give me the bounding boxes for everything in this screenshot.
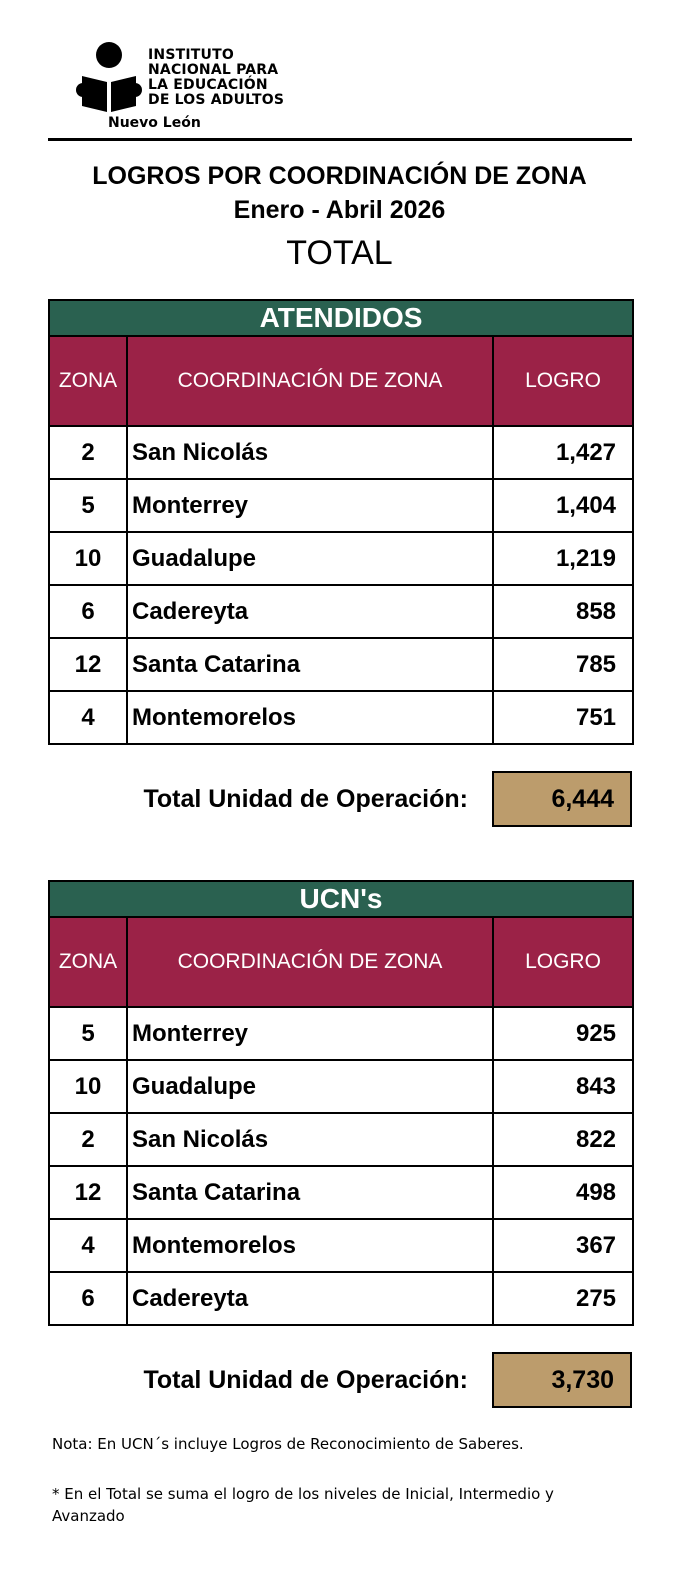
coordinacion-cell: San Nicolás (126, 425, 494, 480)
coordinacion-cell: Santa Catarina (126, 1165, 494, 1220)
zona-cell: 12 (48, 1165, 128, 1220)
coordinacion-cell: San Nicolás (126, 1112, 494, 1167)
header-divider (48, 138, 632, 141)
reader-logo-icon (76, 42, 142, 112)
logro-cell: 275 (491, 1271, 635, 1326)
table-row: 4 Montemorelos 751 (48, 690, 635, 745)
table-row: 5 Monterrey 925 (48, 1006, 635, 1061)
coordinacion-cell: Monterrey (126, 1006, 494, 1061)
table-row: 2 San Nicolás 1,427 (48, 425, 635, 480)
zona-cell: 2 (48, 425, 128, 480)
table-row: 2 San Nicolás 822 (48, 1112, 635, 1167)
logro-cell: 498 (491, 1165, 635, 1220)
note-ucn: Nota: En UCN´s incluye Logros de Reconoc… (52, 1435, 524, 1453)
note-total: * En el Total se suma el logro de los ni… (52, 1485, 554, 1525)
table-row: 6 Cadereyta 858 (48, 584, 635, 639)
col-header-coordinacion: COORDINACIÓN DE ZONA (126, 916, 494, 1008)
zona-cell: 6 (48, 1271, 128, 1326)
coordinacion-cell: Cadereyta (126, 584, 494, 639)
logro-cell: 1,427 (491, 425, 635, 480)
logo-line: NACIONAL PARA (148, 62, 279, 78)
coordinacion-cell: Montemorelos (126, 690, 494, 745)
logo-line: LA EDUCACIÓN (148, 77, 268, 93)
table-row: 6 Cadereyta 275 (48, 1271, 635, 1326)
col-header-logro: LOGRO (491, 335, 635, 427)
zona-cell: 10 (48, 531, 128, 586)
table-row: 10 Guadalupe 843 (48, 1059, 635, 1114)
logro-cell: 843 (491, 1059, 635, 1114)
col-header-zona: ZONA (48, 335, 128, 427)
total-label: Total Unidad de Operación: (143, 1366, 468, 1394)
page-subtitle: TOTAL (286, 234, 393, 272)
col-header-zona: ZONA (48, 916, 128, 1008)
table-row: 12 Santa Catarina 498 (48, 1165, 635, 1220)
atendidos-table: ATENDIDOS ZONA COORDINACIÓN DE ZONA LOGR… (47, 299, 635, 745)
coordinacion-cell: Monterrey (126, 478, 494, 533)
logro-cell: 1,404 (491, 478, 635, 533)
table-row: 10 Guadalupe 1,219 (48, 531, 635, 586)
coordinacion-cell: Santa Catarina (126, 637, 494, 692)
logo-state: Nuevo León (108, 115, 201, 131)
ucns-table: UCN's ZONA COORDINACIÓN DE ZONA LOGRO 5 … (47, 880, 635, 1326)
page-title: LOGROS POR COORDINACIÓN DE ZONA (92, 162, 587, 190)
atendidos-total: Total Unidad de Operación: 6,444 (48, 771, 632, 827)
zona-cell: 4 (48, 1218, 128, 1273)
table-title: UCN's (47, 880, 635, 918)
total-value: 3,730 (551, 1366, 614, 1394)
col-header-coordinacion: COORDINACIÓN DE ZONA (126, 335, 494, 427)
total-value-box: 3,730 (492, 1352, 632, 1408)
total-value: 6,444 (551, 785, 614, 813)
zona-cell: 2 (48, 1112, 128, 1167)
total-value-box: 6,444 (492, 771, 632, 827)
zona-cell: 6 (48, 584, 128, 639)
logro-cell: 751 (491, 690, 635, 745)
zona-cell: 5 (48, 478, 128, 533)
zona-cell: 12 (48, 637, 128, 692)
logo-wordmark: INSTITUTO NACIONAL PARA LA EDUCACIÓN DE … (148, 48, 284, 108)
zona-cell: 10 (48, 1059, 128, 1114)
page-period: Enero - Abril 2026 (233, 196, 446, 224)
table-row: 5 Monterrey 1,404 (48, 478, 635, 533)
table-title: ATENDIDOS (47, 299, 635, 337)
coordinacion-cell: Montemorelos (126, 1218, 494, 1273)
logro-cell: 367 (491, 1218, 635, 1273)
logro-cell: 1,219 (491, 531, 635, 586)
logro-cell: 822 (491, 1112, 635, 1167)
zona-cell: 5 (48, 1006, 128, 1061)
zona-cell: 4 (48, 690, 128, 745)
coordinacion-cell: Cadereyta (126, 1271, 494, 1326)
table-row: 12 Santa Catarina 785 (48, 637, 635, 692)
ucns-total: Total Unidad de Operación: 3,730 (48, 1352, 632, 1408)
table-row: 4 Montemorelos 367 (48, 1218, 635, 1273)
logro-cell: 858 (491, 584, 635, 639)
col-header-logro: LOGRO (491, 916, 635, 1008)
inea-logo: INSTITUTO NACIONAL PARA LA EDUCACIÓN DE … (76, 42, 316, 134)
logo-line: DE LOS ADULTOS (148, 92, 285, 108)
logro-cell: 785 (491, 637, 635, 692)
total-label: Total Unidad de Operación: (143, 785, 468, 813)
logro-cell: 925 (491, 1006, 635, 1061)
coordinacion-cell: Guadalupe (126, 531, 494, 586)
coordinacion-cell: Guadalupe (126, 1059, 494, 1114)
logo-line: INSTITUTO (148, 47, 234, 63)
